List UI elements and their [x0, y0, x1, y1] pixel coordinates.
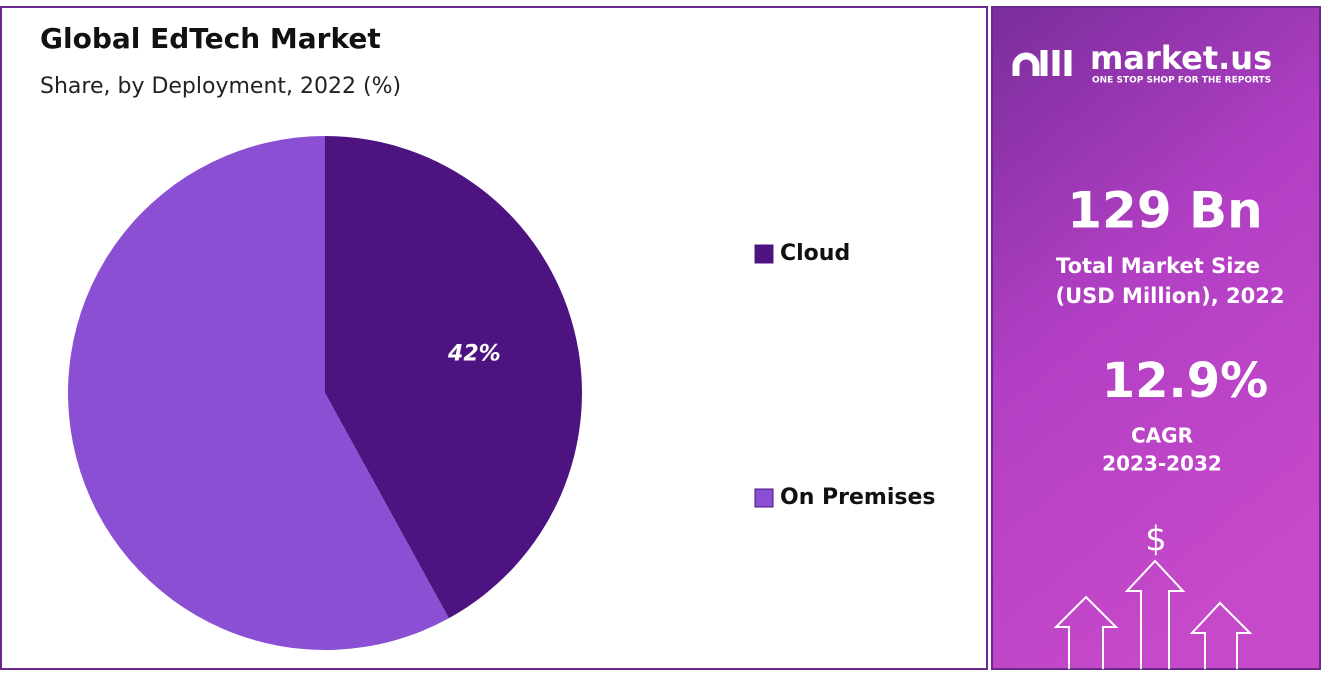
chart-title: Global EdTech Market: [40, 22, 381, 55]
chart-subtitle: Share, by Deployment, 2022 (%): [40, 74, 401, 99]
market-size-label: Total Market Size: [1056, 254, 1260, 278]
pie-slice: [325, 136, 582, 619]
arrows: [1053, 559, 1253, 669]
legend-swatch: [754, 244, 774, 264]
brand: market.us: [1090, 39, 1272, 77]
cagr-label: CAGR: [1131, 424, 1193, 448]
pie: 42%: [67, 136, 582, 650]
market-size-label: (USD Million), 2022: [1056, 284, 1285, 308]
legend-label: On Premises: [780, 485, 936, 510]
tagline: ONE STOP SHOP FOR THE REPORTS: [1092, 76, 1271, 86]
market-size: 129 Bn: [1067, 182, 1262, 240]
data-label: 42%: [447, 342, 501, 367]
side-panel: [991, 6, 1321, 670]
legend-swatch: [754, 488, 774, 508]
cagr-value: 12.9%: [1102, 353, 1269, 409]
legend: Cloud On Premises: [754, 241, 936, 510]
pie-slice: [67, 136, 449, 650]
cagr-period: 2023-2032: [1102, 452, 1222, 476]
logo-icon: [1012, 50, 1072, 76]
dollar-icon: $: [1145, 520, 1167, 560]
legend-label: Cloud: [780, 241, 850, 266]
